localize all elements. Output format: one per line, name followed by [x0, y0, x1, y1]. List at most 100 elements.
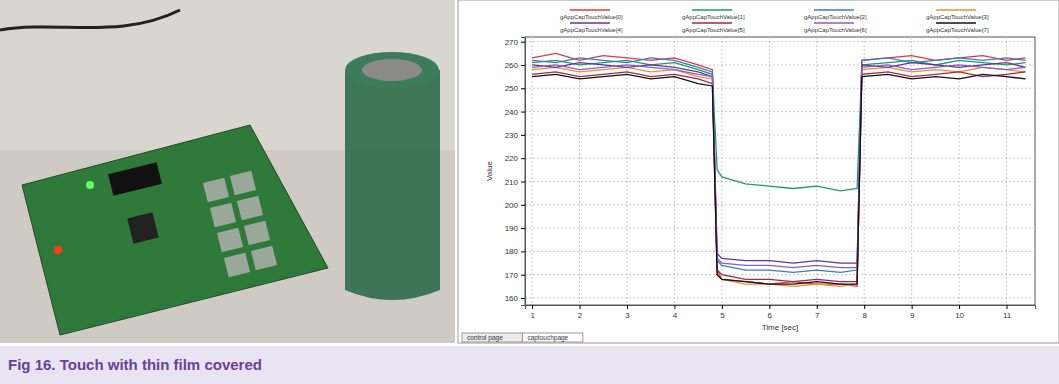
x-tick-label: 9	[910, 311, 915, 320]
x-tick: 5	[720, 305, 725, 320]
grid-line-y	[525, 204, 1035, 205]
cable	[0, 10, 180, 30]
y-tick-mark	[521, 298, 525, 299]
y-tick-label: 240	[505, 108, 519, 117]
grid-line-y	[525, 88, 1035, 89]
grid-line-y	[525, 298, 1035, 299]
x-tick-label: 8	[862, 311, 867, 320]
legend-swatch	[692, 22, 732, 24]
film-roll	[345, 70, 440, 300]
board	[22, 125, 328, 335]
y-tick: 170	[505, 271, 525, 280]
y-tick: 240	[505, 108, 525, 117]
grid-line-x	[864, 37, 865, 305]
grid-line-y	[525, 251, 1035, 252]
touch-pad	[244, 221, 270, 246]
grid-line-y	[525, 274, 1035, 275]
x-tick-label: 1	[530, 311, 535, 320]
touch-pad	[230, 171, 256, 196]
x-axis-title: Time [sec]	[762, 323, 799, 332]
legend-item: gAppCapTouchValue[0]	[560, 10, 623, 20]
series-line	[532, 67, 1025, 286]
plot-area	[525, 37, 1035, 305]
chart-panel	[458, 0, 1059, 343]
legend: gAppCapTouchValue[0] gAppCapTouchValue[1]…	[560, 10, 989, 33]
legend-item: gAppCapTouchValue[7]	[926, 23, 989, 33]
y-tick-mark	[521, 228, 525, 229]
touch-pad	[251, 246, 277, 271]
legend-label: gAppCapTouchValue[7]	[926, 27, 989, 33]
series-line	[532, 53, 1025, 286]
figure: 1601701801902002102202302402502602701234…	[0, 0, 1059, 384]
x-tick: 4	[673, 305, 678, 320]
y-tick: 160	[505, 294, 525, 303]
legend-label: gAppCapTouchValue[2]	[804, 14, 867, 20]
y-tick-label: 200	[505, 201, 519, 210]
y-tick-label: 220	[505, 154, 519, 163]
chip	[127, 212, 159, 244]
grid-line-y	[525, 111, 1035, 112]
y-tick-label: 170	[505, 271, 519, 280]
y-tick: 190	[505, 224, 525, 233]
series-line	[532, 72, 1025, 282]
x-tick: 10	[955, 305, 964, 320]
y-tick-mark	[521, 275, 525, 276]
y-tick-label: 190	[505, 224, 519, 233]
legend-item: gAppCapTouchValue[1]	[682, 10, 745, 20]
legend-swatch	[570, 22, 610, 24]
legend-swatch	[570, 9, 610, 11]
y-tick: 250	[505, 84, 525, 93]
x-axis-line	[526, 306, 1036, 310]
y-tick-label: 210	[505, 178, 519, 187]
x-tick-label: 2	[578, 311, 583, 320]
x-tick: 11	[1003, 305, 1012, 320]
legend-item: gAppCapTouchValue[6]	[804, 23, 867, 33]
y-axis-title: Value	[485, 161, 494, 181]
x-tick: 8	[862, 305, 867, 320]
grid-line-x	[959, 37, 960, 305]
legend-swatch	[936, 22, 976, 24]
x-tick-label: 3	[625, 311, 630, 320]
x-tick-mark	[817, 305, 818, 309]
y-tick-label: 160	[505, 294, 519, 303]
x-axis: 1234567891011	[526, 305, 1036, 320]
y-tick: 230	[505, 131, 525, 140]
tabs: control pagecaptouchpage	[462, 333, 583, 342]
series-line	[532, 74, 1025, 284]
grid-line-x	[627, 37, 628, 305]
y-tick-mark	[521, 181, 525, 182]
touch-pad	[237, 196, 263, 221]
photo-background	[0, 0, 455, 343]
series-line	[532, 58, 1025, 272]
legend-item: gAppCapTouchValue[5]	[682, 23, 745, 33]
x-tick-mark	[674, 305, 675, 309]
y-tick-mark	[521, 251, 525, 252]
legend-label: gAppCapTouchValue[4]	[560, 27, 623, 33]
y-tick-mark	[521, 205, 525, 206]
y-tick-mark	[521, 112, 525, 113]
led	[54, 246, 62, 254]
y-tick-mark	[521, 65, 525, 66]
legend-label: gAppCapTouchValue[0]	[560, 14, 623, 20]
film-roll-top	[345, 52, 439, 88]
y-tick-mark	[521, 135, 525, 136]
y-tick: 220	[505, 154, 525, 163]
series-line	[532, 65, 1025, 268]
caption-band	[0, 346, 1059, 384]
x-tick: 9	[910, 305, 915, 320]
x-tick-mark	[912, 305, 913, 309]
legend-label: gAppCapTouchValue[1]	[682, 14, 745, 20]
x-tick: 1	[530, 305, 535, 320]
x-tick: 2	[578, 305, 583, 320]
y-tick-mark	[521, 42, 525, 43]
touch-pad	[210, 203, 236, 228]
y-tick-label: 180	[505, 247, 519, 256]
grid-line-y	[525, 181, 1035, 182]
caption: Fig 16. Touch with thin film covered	[8, 356, 262, 373]
tab	[462, 333, 522, 342]
grid-line-y	[525, 228, 1035, 229]
x-tick-label: 11	[1003, 311, 1012, 320]
x-tick-mark	[1007, 305, 1008, 309]
y-tick-label: 230	[505, 131, 519, 140]
tab	[522, 333, 582, 342]
